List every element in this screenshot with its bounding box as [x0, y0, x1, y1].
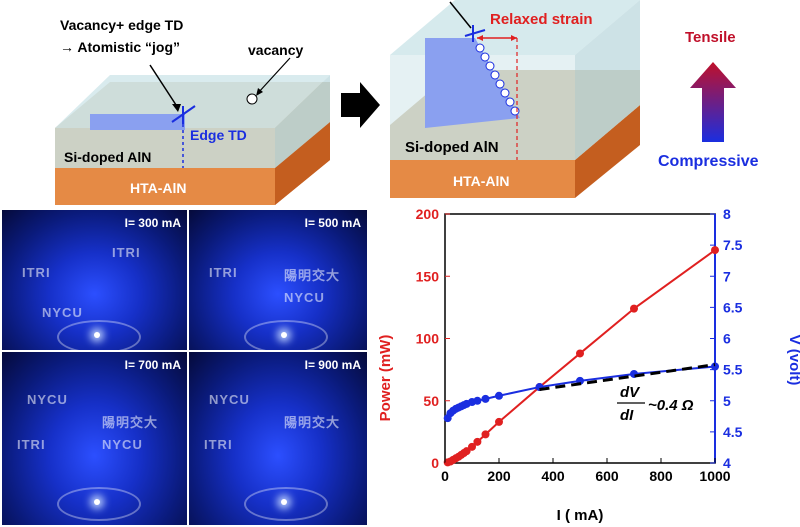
watermark-nycu: NYCU: [209, 392, 250, 407]
watermark-cn: 陽明交大: [284, 268, 341, 283]
hta-aln-layer: [390, 160, 575, 198]
title-line1: Vacancy+ edge TD: [60, 17, 183, 33]
watermark-nycu: NYCU: [284, 290, 325, 305]
photo-300ma: ITRI ITRI NYCU I= 300 mA: [2, 210, 187, 350]
watermark-itri: ITRI: [112, 245, 141, 260]
fit-line: [539, 363, 716, 392]
left-block-diagram: Vacancy+ edge TD → Atomistic “jog” vacan…: [55, 17, 330, 205]
slope-annotation: dV dI ~0.4 Ω: [617, 384, 694, 424]
hta-aln-label: HTA-AlN: [130, 180, 187, 196]
y-left-tick-label: 200: [416, 206, 440, 222]
annotation-denominator: dI: [620, 407, 634, 424]
y-right-tick-label: 6: [723, 331, 731, 347]
power-voltage-chart: 0 200 400 600 800 1000 0 50 100 150 200 4 4.5 5 5.5 6 6.…: [377, 206, 800, 524]
process-arrow: [341, 82, 380, 128]
photo-label: I= 700 mA: [124, 358, 181, 372]
watermark-cn: 陽明交大: [284, 415, 341, 430]
si-doped-label: Si-doped AlN: [64, 149, 151, 165]
y-right-tick-label: 5.5: [723, 362, 743, 378]
power-point: [468, 442, 476, 451]
y-right-tick-label: 4.5: [723, 424, 743, 440]
power-point: [711, 246, 719, 255]
plot-frame: [444, 213, 716, 464]
power-point: [481, 430, 490, 439]
watermark-nycu: NYCU: [42, 305, 83, 320]
y-left-tick-label: 0: [431, 455, 439, 471]
x-tick-label: 800: [649, 468, 673, 484]
y-left-tick-label: 150: [416, 268, 440, 284]
si-doped-label: Si-doped AlN: [405, 139, 499, 156]
voltage-point: [495, 391, 503, 400]
power-point: [462, 447, 471, 456]
vacancy-label: vacancy: [248, 42, 303, 58]
photo-500ma: ITRI 陽明交大 NYCU I= 500 mA: [189, 210, 367, 350]
blue-film: [425, 38, 520, 128]
watermark-nycu: NYCU: [27, 392, 68, 407]
y-right-tick-label: 8: [723, 206, 731, 222]
hta-aln-layer: [55, 168, 275, 205]
photo-label: I= 300 mA: [124, 216, 181, 230]
blue-film: [90, 114, 185, 130]
x-tick-label: 0: [441, 468, 449, 484]
right-block-diagram: Relaxed strain Si-doped AlN HTA-AlN: [390, 0, 640, 198]
x-tick-label: 400: [541, 468, 565, 484]
photo-label: I= 500 mA: [304, 216, 361, 230]
photo-label: I= 900 mA: [304, 358, 361, 372]
edge-td-label: Edge TD: [190, 127, 247, 143]
annotation-value: ~0.4 Ω: [648, 397, 694, 414]
tensile-label: Tensile: [685, 29, 736, 46]
watermark-itri: ITRI: [209, 265, 238, 280]
watermark-nycu: NYCU: [102, 437, 143, 452]
hta-aln-label: HTA-AlN: [453, 173, 510, 189]
watermark-cn: 陽明交大: [102, 415, 159, 430]
watermark-itri: ITRI: [22, 265, 51, 280]
x-tick-label: 200: [487, 468, 511, 484]
y-axis-right-label: V (volt): [786, 335, 800, 386]
power-point: [473, 437, 482, 446]
y-right-tick-label: 4: [723, 455, 731, 471]
x-axis-label: I ( mA): [557, 507, 604, 524]
photo-900ma: NYCU ITRI 陽明交大 I= 900 mA: [189, 352, 367, 525]
y-right-tick-label: 6.5: [723, 299, 743, 315]
annotation-numerator: dV: [620, 384, 641, 401]
voltage-point: [481, 394, 490, 403]
y-left-tick-label: 100: [416, 331, 440, 347]
y-right-tick-label: 7.5: [723, 237, 743, 253]
photo-700ma: NYCU ITRI 陽明交大 NYCU I= 700 mA: [2, 352, 187, 525]
watermark-itri: ITRI: [204, 437, 233, 452]
voltage-point: [711, 362, 719, 371]
strain-legend-arrow: Tensile Compressive: [658, 29, 759, 170]
power-point: [630, 304, 638, 313]
x-tick-label: 600: [595, 468, 619, 484]
x-tick-label: 1000: [699, 468, 730, 484]
title-line2: → Atomistic “jog”: [60, 39, 180, 55]
y-axis-left-label: Power (mW): [377, 335, 394, 422]
power-point: [495, 417, 503, 426]
y-right-tick-label: 7: [723, 268, 731, 284]
power-point: [576, 349, 584, 358]
voltage-point: [473, 396, 482, 405]
y-left-tick-label: 50: [423, 393, 439, 409]
y-right-tick-label: 5: [723, 393, 731, 409]
compressive-label: Compressive: [658, 153, 759, 170]
relaxed-strain-label: Relaxed strain: [490, 11, 593, 28]
watermark-itri: ITRI: [17, 437, 46, 452]
